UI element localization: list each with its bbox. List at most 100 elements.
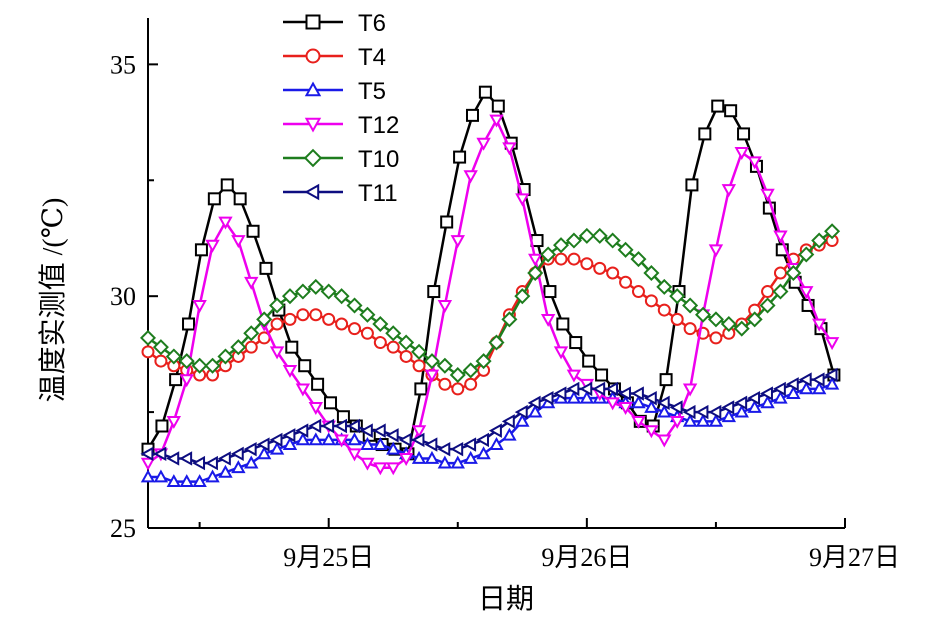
legend-item-T5: T5 — [283, 78, 386, 105]
data-point-T5 — [205, 469, 220, 483]
data-point-T11 — [282, 428, 296, 443]
data-point-T11 — [553, 386, 567, 401]
data-point-T12 — [437, 300, 453, 314]
data-point-T10 — [746, 311, 763, 328]
data-point-T11 — [217, 451, 231, 466]
legend-marker — [304, 183, 320, 201]
data-point-T5 — [308, 432, 323, 446]
data-point-T10 — [139, 329, 157, 346]
data-point-T10 — [436, 357, 453, 374]
x-axis-title: 日期 — [478, 584, 534, 615]
data-point-T5 — [269, 441, 285, 455]
data-point-T6 — [543, 285, 557, 299]
data-point-T10 — [333, 288, 350, 305]
data-point-T10 — [669, 288, 686, 305]
data-point-T5 — [192, 474, 207, 488]
data-point-T4 — [270, 317, 284, 331]
data-point-T12 — [760, 188, 775, 202]
data-point-T10 — [578, 227, 595, 244]
data-point-T4 — [154, 354, 168, 368]
data-point-T6 — [478, 85, 492, 99]
data-point-T11 — [540, 390, 554, 406]
legend: T6 T4 T5 T12 T10 T11 — [283, 10, 399, 207]
data-point-T12 — [218, 216, 233, 230]
data-point-T12 — [231, 235, 246, 249]
series-T4 — [141, 234, 839, 396]
data-point-T6 — [220, 178, 234, 192]
data-point-T5 — [244, 455, 259, 469]
data-point-T4 — [773, 266, 787, 280]
data-point-T5 — [321, 432, 336, 446]
data-point-T4 — [593, 261, 607, 275]
data-point-T11 — [424, 437, 438, 452]
data-point-T4 — [244, 340, 258, 354]
legend-label: T6 — [358, 10, 386, 37]
data-point-T5 — [566, 390, 582, 404]
y-axis-title: 温度实测值 /(℃) — [37, 198, 69, 403]
legend-marker — [305, 14, 321, 30]
data-point-T12 — [515, 193, 530, 207]
data-point-T12 — [450, 235, 465, 249]
data-point-T10 — [617, 241, 634, 258]
data-point-T10 — [423, 353, 440, 370]
data-point-T12 — [657, 434, 672, 448]
data-point-T12 — [347, 448, 362, 462]
data-point-T10 — [307, 278, 324, 295]
data-point-T12 — [799, 286, 814, 300]
data-point-T10 — [191, 357, 208, 374]
data-point-T5 — [140, 469, 156, 483]
legend-label: T4 — [358, 44, 386, 71]
data-point-T6 — [414, 382, 428, 396]
data-point-T11 — [527, 395, 541, 411]
legend-marker — [304, 117, 322, 133]
data-point-T6 — [324, 396, 338, 410]
data-point-T12 — [553, 346, 569, 360]
legend-marker — [303, 148, 323, 168]
data-point-T11 — [734, 395, 748, 411]
data-point-T4 — [360, 326, 374, 340]
data-point-T12 — [166, 415, 182, 429]
data-point-T12 — [411, 425, 427, 439]
data-point-T4 — [386, 340, 400, 354]
data-point-T5 — [256, 446, 272, 460]
data-point-T5 — [747, 399, 762, 413]
data-point-T5 — [760, 395, 775, 409]
data-point-T10 — [178, 353, 195, 370]
data-point-T10 — [785, 264, 802, 282]
data-point-T4 — [464, 377, 478, 391]
data-point-T5 — [682, 413, 698, 427]
data-point-T11 — [243, 441, 257, 457]
data-point-T5 — [373, 436, 388, 450]
data-point-T10 — [772, 283, 789, 300]
data-point-T11 — [269, 432, 283, 448]
data-point-T4 — [451, 382, 465, 396]
data-point-T10 — [488, 334, 505, 351]
data-point-T12 — [463, 170, 478, 184]
data-point-T11 — [321, 418, 335, 434]
data-point-T5 — [153, 469, 169, 483]
data-point-T10 — [411, 343, 428, 360]
data-point-T11 — [656, 395, 670, 411]
legend-label: T10 — [358, 146, 399, 173]
data-point-T11 — [359, 423, 373, 438]
data-point-T11 — [605, 381, 619, 397]
data-point-T12 — [244, 276, 259, 290]
data-point-T10 — [604, 232, 621, 249]
data-point-T5 — [411, 450, 427, 464]
data-point-T4 — [657, 303, 671, 317]
data-point-T5 — [773, 390, 788, 404]
data-point-T5 — [644, 399, 659, 413]
data-point-T10 — [682, 297, 699, 314]
data-point-T10 — [643, 264, 660, 282]
data-point-T11 — [785, 377, 799, 392]
data-point-T12 — [295, 383, 311, 397]
data-point-T10 — [565, 232, 582, 249]
data-point-T4 — [644, 294, 658, 308]
data-point-T4 — [683, 322, 697, 336]
data-point-T11 — [488, 423, 502, 438]
data-point-T6 — [336, 410, 350, 424]
legend-label: T11 — [358, 180, 398, 207]
data-point-T10 — [152, 339, 169, 356]
data-point-T6 — [169, 373, 183, 387]
data-point-T4 — [761, 285, 775, 299]
